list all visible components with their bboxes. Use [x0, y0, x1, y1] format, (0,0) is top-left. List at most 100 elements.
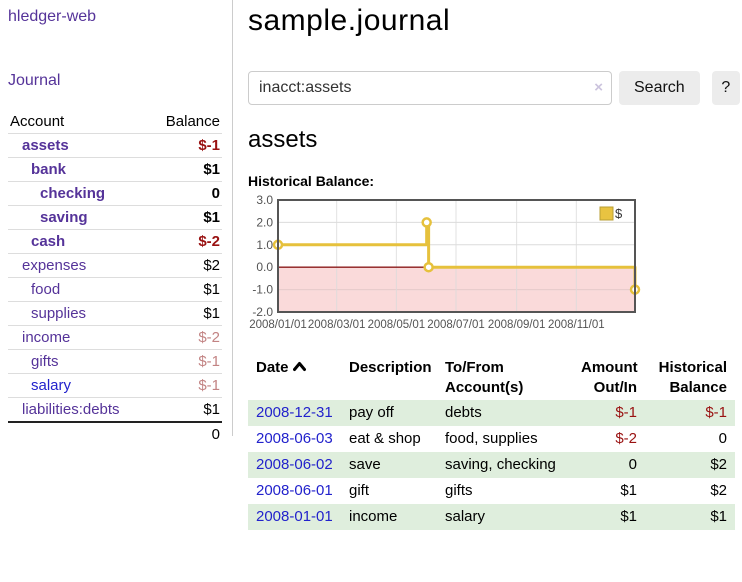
- balance-chart: $3.02.01.00.0-1.0-2.02008/01/012008/03/0…: [248, 194, 642, 336]
- account-link[interactable]: bank: [31, 161, 66, 178]
- transaction-date-link[interactable]: 2008-06-02: [256, 456, 333, 473]
- account-link[interactable]: salary: [31, 377, 71, 394]
- main-content: sample.journal × Search ? assets Histori…: [248, 0, 740, 530]
- account-row: liabilities:debts $1: [8, 398, 222, 423]
- account-link[interactable]: income: [22, 329, 70, 346]
- account-link[interactable]: supplies: [31, 305, 86, 322]
- account-row: gifts $-1: [8, 350, 222, 374]
- account-balance: $1: [149, 278, 222, 302]
- account-balance: $2: [149, 254, 222, 278]
- account-link[interactable]: cash: [31, 233, 65, 250]
- transaction-description: save: [341, 452, 437, 478]
- transaction-balance: $-1: [645, 400, 735, 426]
- account-row: food $1: [8, 278, 222, 302]
- transaction-date-link[interactable]: 2008-06-03: [256, 430, 333, 447]
- account-link[interactable]: gifts: [31, 353, 59, 370]
- search-input[interactable]: [248, 71, 612, 105]
- svg-text:0.0: 0.0: [256, 260, 273, 274]
- account-balance: $-1: [149, 374, 222, 398]
- account-link[interactable]: liabilities:debts: [22, 401, 120, 418]
- register-header-description: Description: [341, 356, 437, 400]
- transaction-balance: $2: [645, 452, 735, 478]
- transaction-accounts: food, supplies: [437, 426, 573, 452]
- account-row: checking 0: [8, 182, 222, 206]
- account-balance: $1: [149, 302, 222, 326]
- svg-text:2008/11/01: 2008/11/01: [548, 319, 605, 331]
- register-header-row: Date Description To/From Account(s) Amou…: [248, 356, 735, 400]
- register-table-body: 2008-12-31pay offdebts$-1$-12008-06-03ea…: [248, 400, 735, 530]
- accounts-total-value: 0: [149, 422, 222, 446]
- account-link[interactable]: expenses: [22, 257, 86, 274]
- transaction-balance: $1: [645, 504, 735, 530]
- account-row: saving$1: [8, 206, 222, 230]
- page-title: sample.journal: [248, 4, 740, 38]
- svg-text:2008/05/01: 2008/05/01: [368, 319, 426, 331]
- app-title-link[interactable]: hledger-web: [8, 8, 96, 25]
- account-balance: $-2: [149, 230, 222, 254]
- transaction-row: 2008-06-02 savesaving, checking0$2: [248, 452, 735, 478]
- app-title: hledger-web: [8, 8, 222, 26]
- svg-text:-2.0: -2.0: [252, 305, 273, 319]
- account-balance: $1: [149, 398, 222, 423]
- account-link[interactable]: saving: [40, 209, 88, 226]
- transaction-date-link[interactable]: 2008-12-31: [256, 404, 333, 421]
- svg-text:2008/07/01: 2008/07/01: [427, 319, 485, 331]
- account-link[interactable]: assets: [22, 137, 69, 154]
- register-table: Date Description To/From Account(s) Amou…: [248, 356, 735, 530]
- accounts-header-balance: Balance: [149, 110, 222, 134]
- sort-ascending-icon: [293, 358, 306, 378]
- register-header-amount: Amount Out/In: [573, 356, 645, 400]
- sidebar: hledger-web Journal Account Balance asse…: [0, 0, 233, 436]
- transaction-row: 2008-06-01 giftgifts$1$2: [248, 478, 735, 504]
- account-heading: assets: [248, 126, 740, 154]
- transaction-accounts: gifts: [437, 478, 573, 504]
- svg-text:-1.0: -1.0: [252, 283, 273, 297]
- transaction-amount: $1: [573, 478, 645, 504]
- account-balance: $-1: [149, 350, 222, 374]
- svg-text:3.0: 3.0: [256, 194, 273, 207]
- account-balance: 0: [149, 182, 222, 206]
- transaction-amount: $1: [573, 504, 645, 530]
- svg-text:1.0: 1.0: [256, 238, 273, 252]
- account-row: salary $-1: [8, 374, 222, 398]
- accounts-table: Account Balance assets $-1 bank $1 checking 0…: [8, 110, 222, 446]
- sidebar-item-journal[interactable]: Journal: [8, 72, 60, 89]
- transaction-description: pay off: [341, 400, 437, 426]
- register-header-date: Date: [248, 356, 341, 400]
- transaction-amount: 0: [573, 452, 645, 478]
- transaction-row: 2008-01-01incomesalary$1$1: [248, 504, 735, 530]
- svg-text:2008/03/01: 2008/03/01: [308, 319, 366, 331]
- transaction-description: gift: [341, 478, 437, 504]
- account-row: income$-2: [8, 326, 222, 350]
- chart-label: Historical Balance:: [248, 173, 740, 189]
- account-balance: $1: [149, 158, 222, 182]
- transaction-description: eat & shop: [341, 426, 437, 452]
- account-row: cash $-2: [8, 230, 222, 254]
- transaction-accounts: saving, checking: [437, 452, 573, 478]
- accounts-total-row: 0: [8, 422, 222, 446]
- transaction-description: income: [341, 504, 437, 530]
- accounts-table-body: assets$-1bank$1checking0saving$1cash$-2e…: [8, 134, 222, 423]
- account-row: supplies $1: [8, 302, 222, 326]
- register-header-accounts: To/From Account(s): [437, 356, 573, 400]
- account-row: expenses $2: [8, 254, 222, 278]
- register-header-balance: Historical Balance: [645, 356, 735, 400]
- clear-search-icon[interactable]: ×: [594, 79, 603, 96]
- accounts-header-account: Account: [8, 110, 149, 134]
- search-form: × Search ?: [248, 71, 740, 105]
- account-link[interactable]: food: [31, 281, 60, 298]
- transaction-balance: 0: [645, 426, 735, 452]
- help-button[interactable]: ?: [712, 71, 740, 105]
- search-button[interactable]: Search: [619, 71, 700, 105]
- account-balance: $-1: [149, 134, 222, 158]
- account-row: assets $-1: [8, 134, 222, 158]
- transaction-row: 2008-12-31pay offdebts$-1$-1: [248, 400, 735, 426]
- account-link[interactable]: checking: [40, 185, 105, 202]
- transaction-date-link[interactable]: 2008-01-01: [256, 508, 333, 525]
- transaction-balance: $2: [645, 478, 735, 504]
- transaction-accounts: salary: [437, 504, 573, 530]
- transaction-date-link[interactable]: 2008-06-01: [256, 482, 333, 499]
- svg-text:2008/01/01: 2008/01/01: [249, 319, 307, 331]
- svg-text:2008/09/01: 2008/09/01: [488, 319, 546, 331]
- account-row: bank $1: [8, 158, 222, 182]
